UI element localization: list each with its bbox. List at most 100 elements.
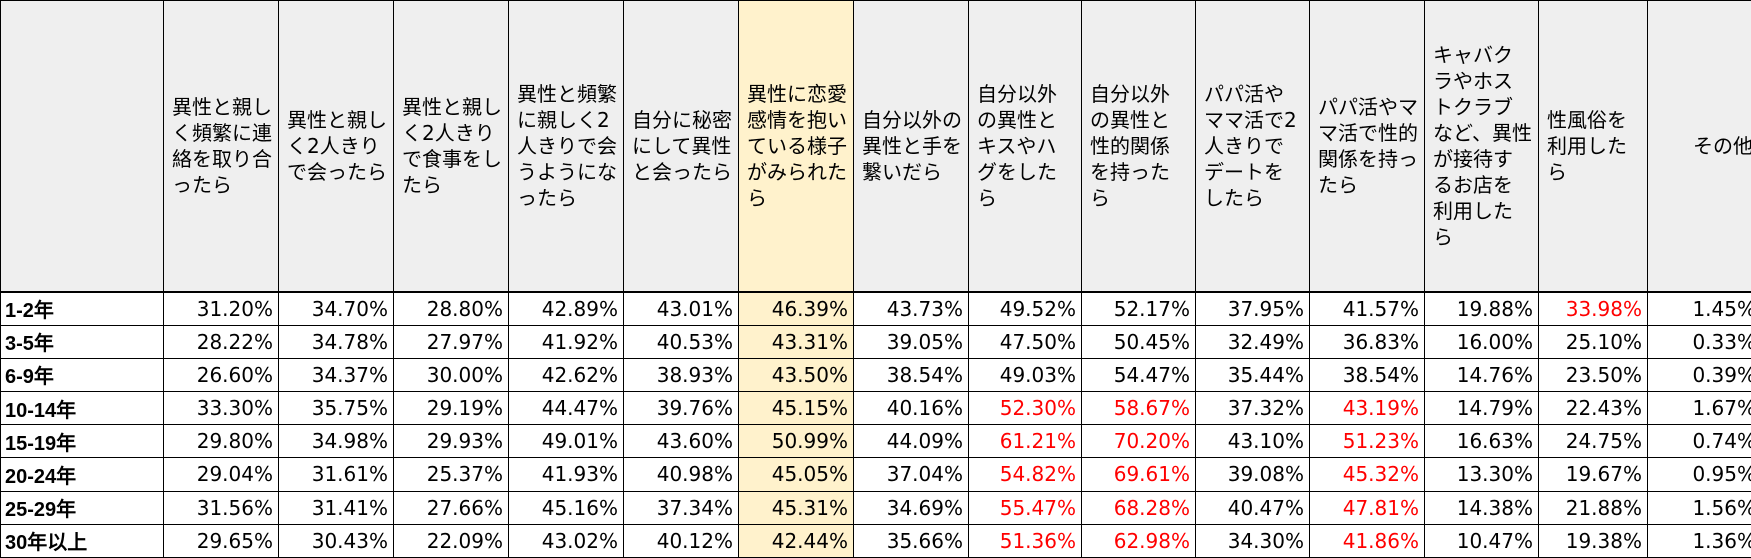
table-cell: 44.09% [853,424,969,459]
table-row: 10-14年 33.30% 35.75% 29.19% 44.47% 39.76% 45.1… [0,391,1751,426]
column-header: 異性と頻繁に親しく2人きりで会うようになったら [508,0,624,292]
table-cell: 31.41% [278,490,394,525]
table-cell: 31.56% [163,490,279,525]
table-cell: 69.61% [1081,457,1196,492]
table-cell: 41.57% [1309,290,1425,326]
table-cell: 38.93% [623,357,739,393]
table-cell: 0.74% [1647,424,1751,459]
table-cell: 55.47% [968,490,1082,525]
table-cell: 34.70% [278,290,394,326]
table-cell: 51.36% [968,523,1082,558]
table-row: 6-9年 26.60% 34.37% 30.00% 42.62% 38.93% 43.50%… [0,357,1751,393]
table-cell: 51.23% [1309,424,1425,459]
table-cell: 22.43% [1538,391,1648,426]
table-cell: 50.99% [738,424,854,459]
table-cell: 32.49% [1195,324,1310,359]
table-row: 30年以上 29.65% 30.43% 22.09% 43.02% 40.12% 42.44… [0,523,1751,558]
table-cell: 29.65% [163,523,279,558]
table-cell: 40.12% [623,523,739,558]
table-cell: 13.30% [1424,457,1539,492]
table-cell: 43.10% [1195,424,1310,459]
table-cell: 49.01% [508,424,624,459]
table-cell: 33.98% [1538,290,1648,326]
table-cell: 37.95% [1195,290,1310,326]
table-cell: 52.17% [1081,290,1196,326]
column-header: 異性と親しく2人きりで会ったら [278,0,394,292]
column-header: キャバクラやホストクラブなど、異性が接待するお店を利用したら [1424,0,1539,292]
table-cell: 37.32% [1195,391,1310,426]
table-cell: 34.69% [853,490,969,525]
table-cell: 0.33% [1647,324,1751,359]
table-cell: 49.52% [968,290,1082,326]
table-cell: 42.44% [738,523,854,558]
table-cell: 19.67% [1538,457,1648,492]
table-cell: 35.75% [278,391,394,426]
table-cell: 43.60% [623,424,739,459]
column-header-highlighted: 異性に恋愛感情を抱いている様子がみられたら [738,0,854,292]
column-header: 異性と親しく頻繁に連絡を取り合ったら [163,0,279,292]
table-cell: 31.20% [163,290,279,326]
table-cell: 34.30% [1195,523,1310,558]
table-cell: 33.30% [163,391,279,426]
table-cell: 38.54% [1309,357,1425,393]
table-cell: 45.05% [738,457,854,492]
table-cell: 21.88% [1538,490,1648,525]
column-header: 自分に秘密にして異性と会ったら [623,0,739,292]
table-cell: 1.67% [1647,391,1751,426]
table-cell: 39.08% [1195,457,1310,492]
table-cell: 37.04% [853,457,969,492]
table-cell: 41.86% [1309,523,1425,558]
table-cell: 37.34% [623,490,739,525]
table-cell: 31.61% [278,457,394,492]
table-cell: 42.89% [508,290,624,326]
table-cell: 45.31% [738,490,854,525]
table-cell: 45.16% [508,490,624,525]
table-row: 1-2年 31.20% 34.70% 28.80% 42.89% 43.01% 46.39%… [0,290,1751,326]
table-cell: 38.54% [853,357,969,393]
table-cell: 40.47% [1195,490,1310,525]
table-cell: 16.63% [1424,424,1539,459]
table-row: 3-5年 28.22% 34.78% 27.97% 41.92% 40.53% 43.31%… [0,324,1751,359]
table-cell: 14.79% [1424,391,1539,426]
table-cell: 1.45% [1647,290,1751,326]
table-cell: 50.45% [1081,324,1196,359]
table-cell: 19.38% [1538,523,1648,558]
table-cell: 54.47% [1081,357,1196,393]
table-cell: 39.05% [853,324,969,359]
table-cell: 52.30% [968,391,1082,426]
column-header: 自分以外の異性と性的関係を持ったら [1081,0,1196,292]
table-cell: 62.98% [1081,523,1196,558]
table-cell: 39.76% [623,391,739,426]
table-cell: 25.37% [393,457,509,492]
table-cell: 49.03% [968,357,1082,393]
table-cell: 46.39% [738,290,854,326]
column-header: パパ活やママ活で性的関係を持ったら [1309,0,1425,292]
table-body: 1-2年 31.20% 34.70% 28.80% 42.89% 43.01% 46.39%… [0,290,1751,558]
table-cell: 36.83% [1309,324,1425,359]
table-cell: 35.44% [1195,357,1310,393]
table-cell: 40.98% [623,457,739,492]
table-cell: 1.36% [1647,523,1751,558]
table-cell: 43.01% [623,290,739,326]
table-cell: 29.04% [163,457,279,492]
table-cell: 1.56% [1647,490,1751,525]
table-cell: 28.22% [163,324,279,359]
header-row: 異性と親しく頻繁に連絡を取り合ったら 異性と親しく2人きりで会ったら 異性と親し… [0,0,1751,292]
column-header: 自分以外の異性とキスやハグをしたら [968,0,1082,292]
table-cell: 54.82% [968,457,1082,492]
table-cell: 43.73% [853,290,969,326]
row-label: 20-24年 [0,457,164,492]
table-cell: 43.50% [738,357,854,393]
table-cell: 24.75% [1538,424,1648,459]
table-cell: 45.32% [1309,457,1425,492]
table-cell: 40.53% [623,324,739,359]
table-cell: 0.39% [1647,357,1751,393]
table-cell: 22.09% [393,523,509,558]
table-cell: 44.47% [508,391,624,426]
table-row: 25-29年 31.56% 31.41% 27.66% 45.16% 37.34% 45.3… [0,490,1751,525]
table-cell: 14.76% [1424,357,1539,393]
table-cell: 34.78% [278,324,394,359]
table-cell: 34.37% [278,357,394,393]
table-cell: 43.19% [1309,391,1425,426]
